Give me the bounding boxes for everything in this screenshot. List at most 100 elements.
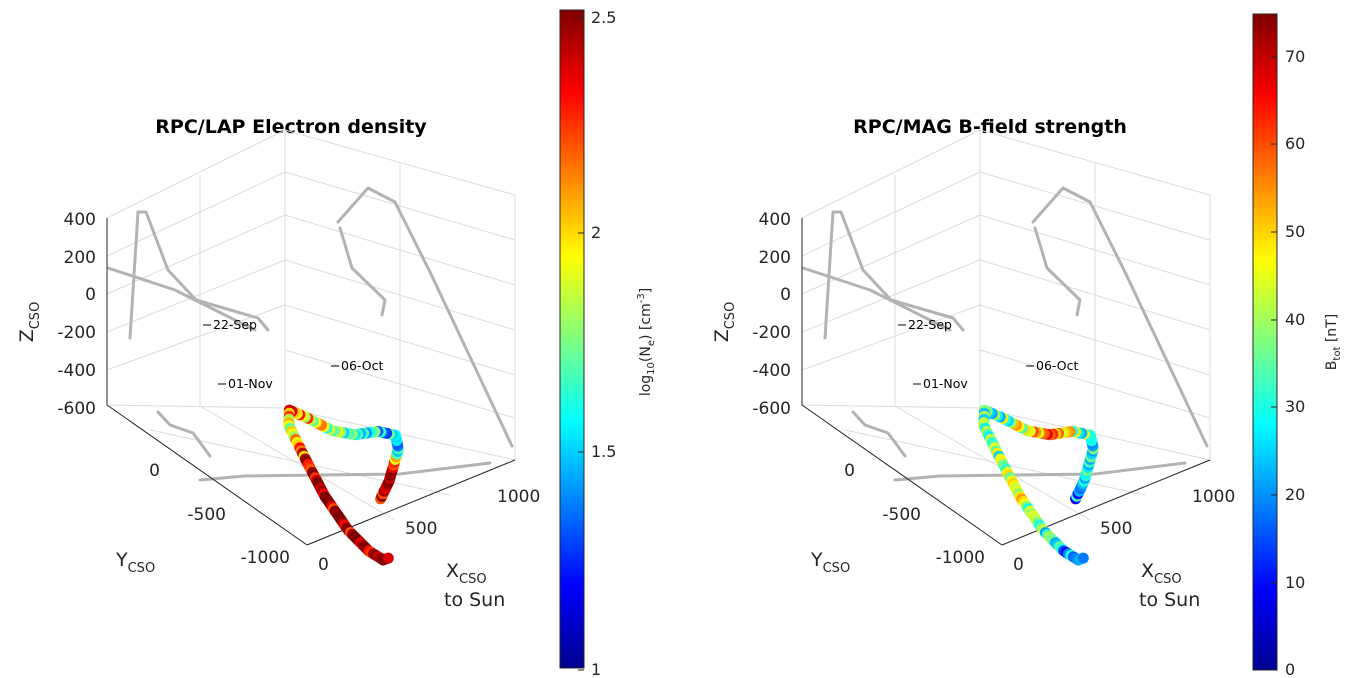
panel-b-field-strength: RPC/MAG B-field strength	[711, 13, 1343, 678]
grid-line	[106, 171, 286, 257]
z-tick-label: -200	[57, 323, 96, 343]
shadow-xz	[1031, 186, 1209, 448]
panel-electron-density: RPC/LAP Electron density	[16, 8, 657, 678]
x-axis-line	[1001, 459, 1211, 546]
projection-shadows	[801, 186, 1209, 482]
x-axis-label: XCSO	[1141, 560, 1182, 587]
projection-shadows	[106, 186, 514, 482]
y-axis-line	[106, 404, 308, 546]
colorbar-tick-label: 1.5	[591, 442, 616, 461]
grid-line	[106, 214, 286, 295]
y-axis-label: YCSO	[115, 549, 155, 576]
x-tick-labels: 0 500 1000	[1013, 487, 1235, 575]
colorbar: 2.5 2 1.5 1 log10(Ne) [cm-3]	[559, 8, 657, 678]
colorbar-tick-label: 1	[591, 660, 601, 678]
z-tick-label: -200	[752, 323, 791, 343]
shadow-yz-branch	[801, 266, 952, 332]
shadow-xy-far	[198, 461, 492, 482]
colorbar-tick-label: 40	[1285, 310, 1305, 329]
y-tick-label: 0	[844, 461, 855, 481]
z-tick-label: 0	[85, 285, 96, 305]
x-tick-label: 500	[1100, 519, 1132, 539]
annotation-label: 22-Sep	[213, 317, 257, 332]
grid-line	[801, 171, 981, 257]
annotation-label: 06-Oct	[1036, 358, 1078, 373]
x-tick-label: 0	[1013, 555, 1024, 575]
chart-title: RPC/LAP Electron density	[155, 116, 427, 138]
z-tick-label: -600	[57, 399, 96, 419]
grid-line	[106, 304, 286, 371]
annotation-label: 06-Oct	[341, 358, 383, 373]
annotation-label: 01-Nov	[923, 376, 968, 391]
z-tick-label: -600	[752, 399, 791, 419]
data-point	[1077, 552, 1089, 564]
y-tick-labels: 0 -500 -1000	[149, 461, 290, 568]
z-tick-label: 400	[64, 210, 96, 230]
shadow-xz	[336, 186, 514, 448]
grid-line	[801, 259, 981, 333]
shadow-yz	[128, 210, 270, 340]
shadow-yz-branch	[106, 266, 257, 332]
z-tick-label: -400	[57, 361, 96, 381]
colorbar-tick-label: 10	[1285, 573, 1305, 592]
x-tick-labels: 0 500 1000	[318, 487, 540, 575]
y-tick-labels: 0 -500 -1000	[844, 461, 985, 568]
x-tick-label: 1000	[1192, 487, 1235, 507]
colorbar-tick-label: 60	[1285, 134, 1305, 153]
chart-title: RPC/MAG B-field strength	[853, 116, 1127, 138]
z-tick-label: 200	[64, 248, 96, 268]
x-tick-label: 500	[405, 519, 437, 539]
y-tick-label: -500	[187, 505, 226, 525]
x-axis-label: XCSO	[446, 560, 487, 587]
z-tick-labels: 400 200 0 -200 -400 -600	[752, 210, 791, 419]
grid-line	[106, 259, 286, 333]
grid-line	[199, 405, 396, 521]
colorbar-label: log10(Ne) [cm-3]	[636, 288, 657, 396]
axis-lines	[106, 218, 516, 546]
x-tick-label: 0	[318, 555, 329, 575]
shadow-xz-inner	[338, 226, 387, 317]
annotation-label: 01-Nov	[228, 376, 273, 391]
grid-line	[801, 304, 981, 371]
x-axis-label-line2: to Sun	[1139, 589, 1200, 611]
grid-line	[894, 405, 1091, 521]
annotations: 22-Sep 06-Oct 01-Nov	[203, 317, 383, 391]
z-tick-labels: 400 200 0 -200 -400 -600	[57, 210, 96, 419]
y-tick-label: -1000	[936, 548, 985, 568]
y-tick-label: -500	[882, 505, 921, 525]
trajectory-points	[283, 404, 404, 566]
x-axis-line	[306, 459, 516, 546]
shadow-xz-inner	[1033, 226, 1082, 317]
shadow-xy	[156, 410, 212, 458]
data-point	[382, 552, 394, 564]
grid-line	[801, 214, 981, 295]
shadow-xy	[851, 410, 907, 458]
y-tick-label: -1000	[241, 548, 290, 568]
grid	[106, 129, 516, 546]
y-axis-line	[801, 404, 1003, 546]
grid	[801, 129, 1211, 546]
annotations: 22-Sep 06-Oct 01-Nov	[898, 317, 1078, 391]
y-axis-label: YCSO	[810, 549, 850, 576]
trajectory-points	[978, 404, 1099, 566]
colorbar-tick-label: 70	[1285, 47, 1305, 66]
z-tick-label: 400	[759, 210, 791, 230]
colorbar-tick-label: 0	[1285, 660, 1295, 678]
axis-lines	[801, 218, 1211, 546]
x-tick-label: 1000	[497, 487, 540, 507]
z-tick-label: 200	[759, 248, 791, 268]
shadow-xy-far	[893, 461, 1187, 482]
shadow-yz	[823, 210, 965, 340]
y-tick-label: 0	[149, 461, 160, 481]
colorbar: 0 10 20 30 40 50 60 70 Btot [nT]	[1252, 13, 1343, 678]
x-axis-label-line2: to Sun	[444, 589, 505, 611]
colorbar-gradient	[559, 9, 585, 669]
z-tick-label: -400	[752, 361, 791, 381]
colorbar-tick-label: 20	[1285, 485, 1305, 504]
colorbar-tick-label: 2.5	[591, 8, 616, 27]
colorbar-tick-label: 30	[1285, 397, 1305, 416]
z-axis-label: ZCSO	[16, 302, 43, 343]
colorbar-label: Btot [nT]	[1324, 314, 1343, 370]
colorbar-gradient	[1252, 13, 1278, 671]
